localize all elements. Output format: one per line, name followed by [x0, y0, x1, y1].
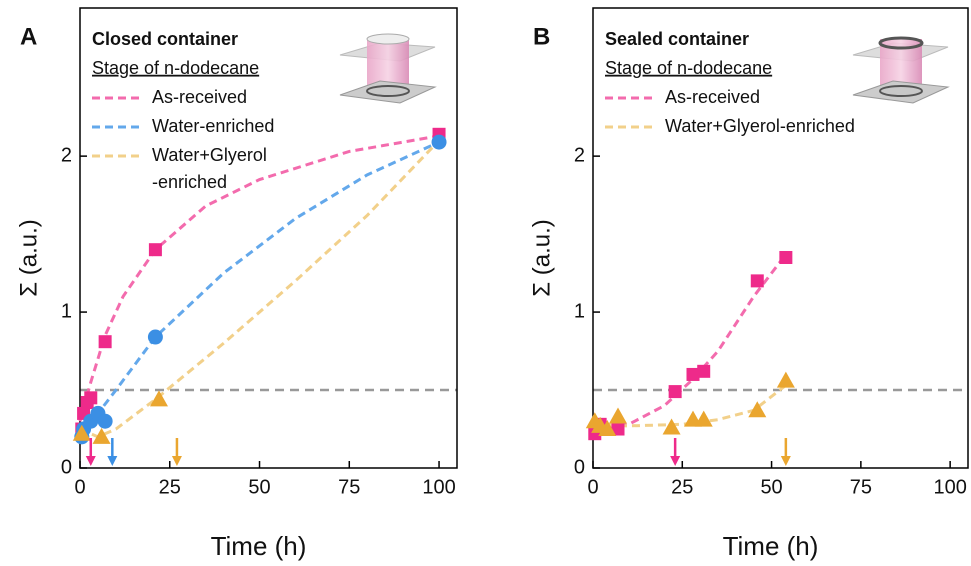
marker: [662, 418, 681, 435]
y-tick-label: 0: [61, 456, 72, 478]
legend-label: As-received: [665, 87, 760, 107]
arrow: [171, 438, 182, 466]
marker: [598, 420, 617, 437]
legend-label: Water+Glyerol-enriched: [152, 145, 267, 192]
y-tick-label: 1: [61, 300, 72, 322]
legend-title: Sealed container: [605, 29, 749, 49]
container-icon: [852, 36, 950, 104]
marker: [431, 134, 447, 150]
legend-label: Water-enriched: [152, 116, 274, 136]
fit-line: [79, 139, 441, 439]
legend-subtitle: Stage of n-dodecane: [605, 58, 772, 78]
y-tick-label: 2: [61, 144, 72, 166]
marker: [750, 274, 764, 288]
marker: [84, 391, 98, 405]
marker: [686, 367, 700, 381]
fit-line: [78, 134, 440, 422]
marker: [97, 413, 113, 429]
marker: [148, 243, 162, 257]
x-tick-label: 25: [159, 476, 181, 498]
x-axis-label: Time (h): [723, 531, 819, 561]
legend-label: Water+Glyerol-enriched: [665, 116, 855, 136]
x-tick-label: 75: [850, 476, 872, 498]
marker: [92, 427, 111, 444]
y-axis-label: Σ (a.u.): [528, 219, 555, 297]
marker: [697, 364, 711, 378]
x-tick-label: 50: [248, 476, 270, 498]
x-tick-label: 100: [933, 476, 966, 498]
marker: [748, 401, 767, 418]
marker: [98, 335, 112, 349]
y-tick-label: 1: [574, 300, 585, 322]
marker: [779, 250, 793, 264]
panel-label: B: [533, 23, 550, 50]
plot-frame: [79, 7, 458, 469]
fit-line: [78, 140, 440, 438]
marker: [609, 407, 627, 424]
legend-label: As-received: [152, 87, 247, 107]
arrow-head: [780, 456, 791, 466]
arrow: [85, 438, 96, 466]
x-tick-label: 100: [422, 476, 455, 498]
x-tick-label: 75: [338, 476, 360, 498]
y-tick-label: 0: [574, 456, 585, 478]
x-tick-label: 0: [74, 476, 85, 498]
marker: [694, 410, 713, 427]
container-icon: [339, 33, 437, 104]
marker: [149, 390, 168, 407]
arrow: [107, 438, 118, 466]
y-axis-label: Σ (a.u.): [15, 219, 42, 297]
x-tick-label: 0: [587, 476, 598, 498]
arrow: [670, 438, 681, 466]
x-tick-label: 25: [671, 476, 693, 498]
marker: [147, 329, 163, 345]
arrow-head: [670, 456, 681, 466]
plot-frame: [592, 7, 969, 469]
marker: [611, 422, 625, 436]
x-tick-label: 50: [760, 476, 782, 498]
legend-subtitle: Stage of n-dodecane: [92, 58, 259, 78]
arrow-head: [171, 456, 182, 466]
panel: 0 25 50 75 100 0 1 2 Time (h) Σ (a.u.) B Sealed con…: [528, 7, 969, 561]
marker: [72, 424, 91, 441]
marker: [776, 371, 795, 388]
panel: 0 25 50 75 100 0 1 2 Time (h) Σ (a.u.) A Closed con…: [15, 7, 458, 561]
y-tick-label: 2: [574, 144, 585, 166]
x-axis-label: Time (h): [211, 531, 307, 561]
legend-title: Closed container: [92, 29, 238, 49]
marker: [668, 385, 682, 399]
arrow-head: [107, 456, 118, 466]
panel-label: A: [20, 23, 37, 50]
arrow: [780, 438, 791, 466]
arrow-head: [85, 456, 96, 466]
